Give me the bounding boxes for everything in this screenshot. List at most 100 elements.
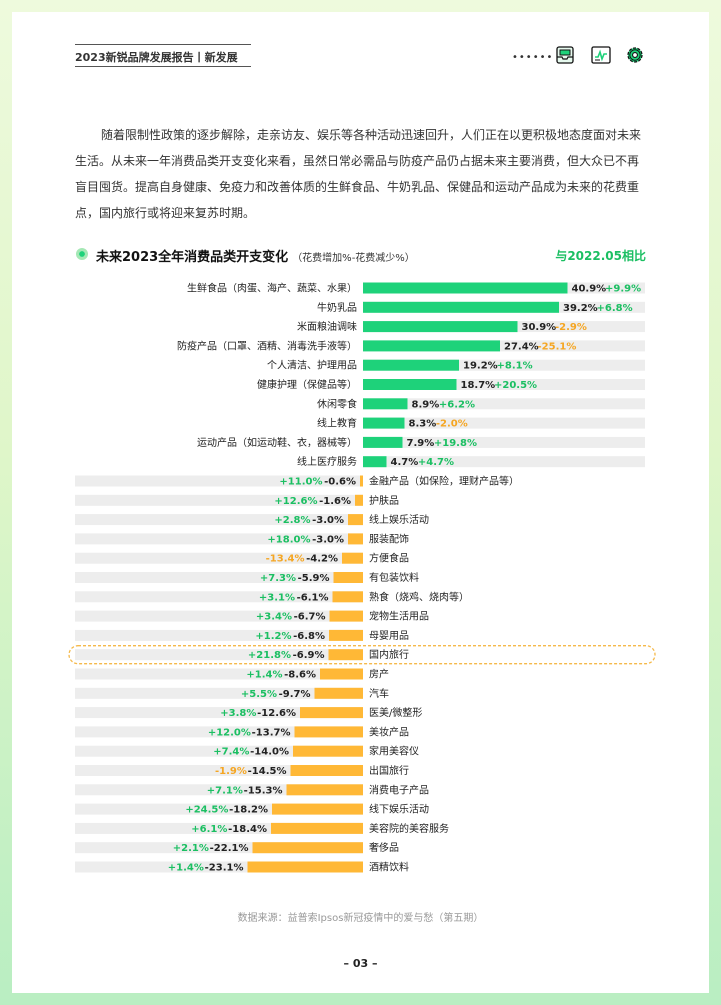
bar xyxy=(363,321,518,333)
bar xyxy=(333,572,363,583)
header-rule-bottom xyxy=(75,66,251,67)
category-label: 生鲜食品（肉蛋、海产、蔬菜、水果） xyxy=(187,282,357,295)
change-label: +3.8% xyxy=(220,708,256,719)
bar xyxy=(363,282,568,294)
bar xyxy=(294,726,363,738)
change-label: -1.9% xyxy=(215,766,247,777)
value-label: -23.1% xyxy=(205,863,244,874)
intro-paragraph: 随着限制性政策的逐步解除，走亲访友、娱乐等各种活动迅速回升，人们正在以更积极地态… xyxy=(75,128,642,220)
category-label: 宠物生活用品 xyxy=(369,610,429,623)
bar-track xyxy=(75,765,363,776)
change-label: -2.9% xyxy=(555,322,587,333)
category-label: 消费电子产品 xyxy=(369,783,429,796)
bar xyxy=(271,822,363,834)
change-label: +3.1% xyxy=(259,592,295,603)
spending-change-chart: 生鲜食品（肉蛋、海产、蔬菜、水果） 40.9%+9.9% 牛奶乳品 39.2%+6.8… xyxy=(68,282,656,874)
change-label: -2.0% xyxy=(436,419,468,430)
bar xyxy=(320,668,363,680)
value-label: -0.6% xyxy=(324,477,356,488)
category-label: 个人清洁、护理用品 xyxy=(267,359,357,372)
header-dots: •••••• xyxy=(512,52,554,63)
bar xyxy=(328,649,363,661)
bar-track xyxy=(363,340,645,352)
change-label: -13.4% xyxy=(266,554,305,565)
bar xyxy=(363,456,387,468)
bar xyxy=(342,552,363,564)
bar-track xyxy=(75,629,363,641)
bar xyxy=(247,861,363,873)
value-label: -6.8% xyxy=(293,631,325,642)
value-label: -8.6% xyxy=(284,670,316,681)
category-label: 线上教育 xyxy=(317,417,357,430)
bar-track xyxy=(363,359,645,371)
bar xyxy=(348,514,363,526)
bar-track xyxy=(75,552,363,564)
category-label: 线下娱乐活动 xyxy=(369,803,429,816)
category-label: 母婴用品 xyxy=(369,630,409,642)
value-label: -3.0% xyxy=(312,515,344,526)
bar-track xyxy=(363,417,645,429)
bar-track xyxy=(75,687,363,699)
change-label: +2.8% xyxy=(274,515,310,526)
category-label: 医美/微整形 xyxy=(369,706,422,719)
bar xyxy=(293,745,363,757)
value-label: 40.9% xyxy=(572,284,607,295)
bar-track xyxy=(75,822,363,834)
value-label: 8.9% xyxy=(412,399,440,410)
bar xyxy=(355,494,363,506)
change-label: +5.5% xyxy=(241,689,277,700)
change-label: +12.0% xyxy=(208,727,251,738)
value-label: 7.9% xyxy=(407,438,435,449)
category-label: 运动产品（如运动鞋、衣，器械等） xyxy=(197,436,357,449)
bar xyxy=(252,842,363,854)
value-label: -12.6% xyxy=(257,708,296,719)
category-label: 出国旅行 xyxy=(369,764,409,777)
change-label: +9.9% xyxy=(605,284,641,295)
category-label: 房产 xyxy=(369,668,389,681)
bar xyxy=(329,629,363,641)
gear-icon xyxy=(627,47,643,63)
title-bullet-icon xyxy=(76,248,88,260)
change-label: +7.1% xyxy=(207,785,243,796)
value-label: -1.6% xyxy=(319,496,351,507)
category-label: 金融产品（如保险，理财产品等） xyxy=(369,475,519,488)
value-label: -6.1% xyxy=(297,592,329,603)
change-label: +12.6% xyxy=(274,496,317,507)
change-label: +3.4% xyxy=(256,612,292,623)
compare-label: 与2022.05相比 xyxy=(555,249,646,263)
category-label: 牛奶乳品 xyxy=(317,301,357,314)
page-number: – 03 – xyxy=(343,957,378,970)
category-label: 美容院的美容服务 xyxy=(369,822,449,835)
change-label: +7.4% xyxy=(213,747,249,758)
change-label: +18.0% xyxy=(267,534,310,545)
bar-track xyxy=(75,707,363,719)
bar-track xyxy=(75,514,363,526)
highlight-outline xyxy=(68,645,656,665)
change-label: -25.1% xyxy=(538,341,577,352)
category-label: 防疫产品（口罩、酒精、消毒洗手液等） xyxy=(177,339,357,352)
bar-track xyxy=(75,591,363,603)
category-label: 汽车 xyxy=(369,687,389,700)
value-label: 4.7% xyxy=(391,457,419,468)
bar xyxy=(314,687,363,699)
category-label: 熟食（烧鸡、烧肉等） xyxy=(369,590,469,603)
category-label: 方便食品 xyxy=(369,552,409,565)
category-label: 家用美容仪 xyxy=(369,745,419,758)
bar xyxy=(348,533,363,545)
bar xyxy=(363,379,457,390)
category-label: 护肤品 xyxy=(369,494,399,507)
bar-track xyxy=(75,726,363,738)
value-label: -4.2% xyxy=(306,554,338,565)
bar-track xyxy=(75,668,363,680)
category-label: 酒精饮料 xyxy=(369,861,409,874)
bar xyxy=(272,803,363,815)
category-label: 奢侈品 xyxy=(369,841,399,854)
change-label: +6.8% xyxy=(597,303,633,314)
change-label: +1.2% xyxy=(255,631,291,642)
change-label: +21.8% xyxy=(248,650,291,661)
value-label: -5.9% xyxy=(298,573,330,584)
bar xyxy=(290,765,363,776)
value-label: -18.2% xyxy=(229,805,268,816)
bar-track xyxy=(75,494,363,506)
bar xyxy=(300,707,363,719)
